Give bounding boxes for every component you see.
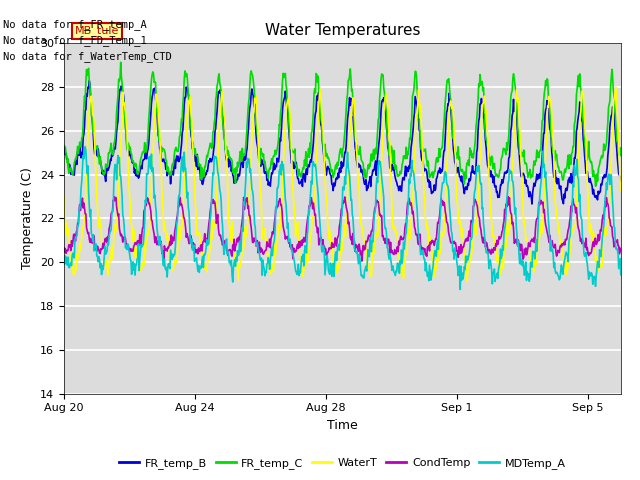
Y-axis label: Temperature (C): Temperature (C) — [22, 168, 35, 269]
Title: Water Temperatures: Water Temperatures — [265, 23, 420, 38]
Text: MB_tule: MB_tule — [75, 25, 120, 36]
Text: No data for f_FD_Temp_1: No data for f_FD_Temp_1 — [3, 35, 147, 46]
Text: No data for f_WaterTemp_CTD: No data for f_WaterTemp_CTD — [3, 51, 172, 62]
Legend: FR_temp_B, FR_temp_C, WaterT, CondTemp, MDTemp_A: FR_temp_B, FR_temp_C, WaterT, CondTemp, … — [115, 454, 570, 473]
Text: No data for f_FR_temp_A: No data for f_FR_temp_A — [3, 19, 147, 30]
X-axis label: Time: Time — [327, 419, 358, 432]
